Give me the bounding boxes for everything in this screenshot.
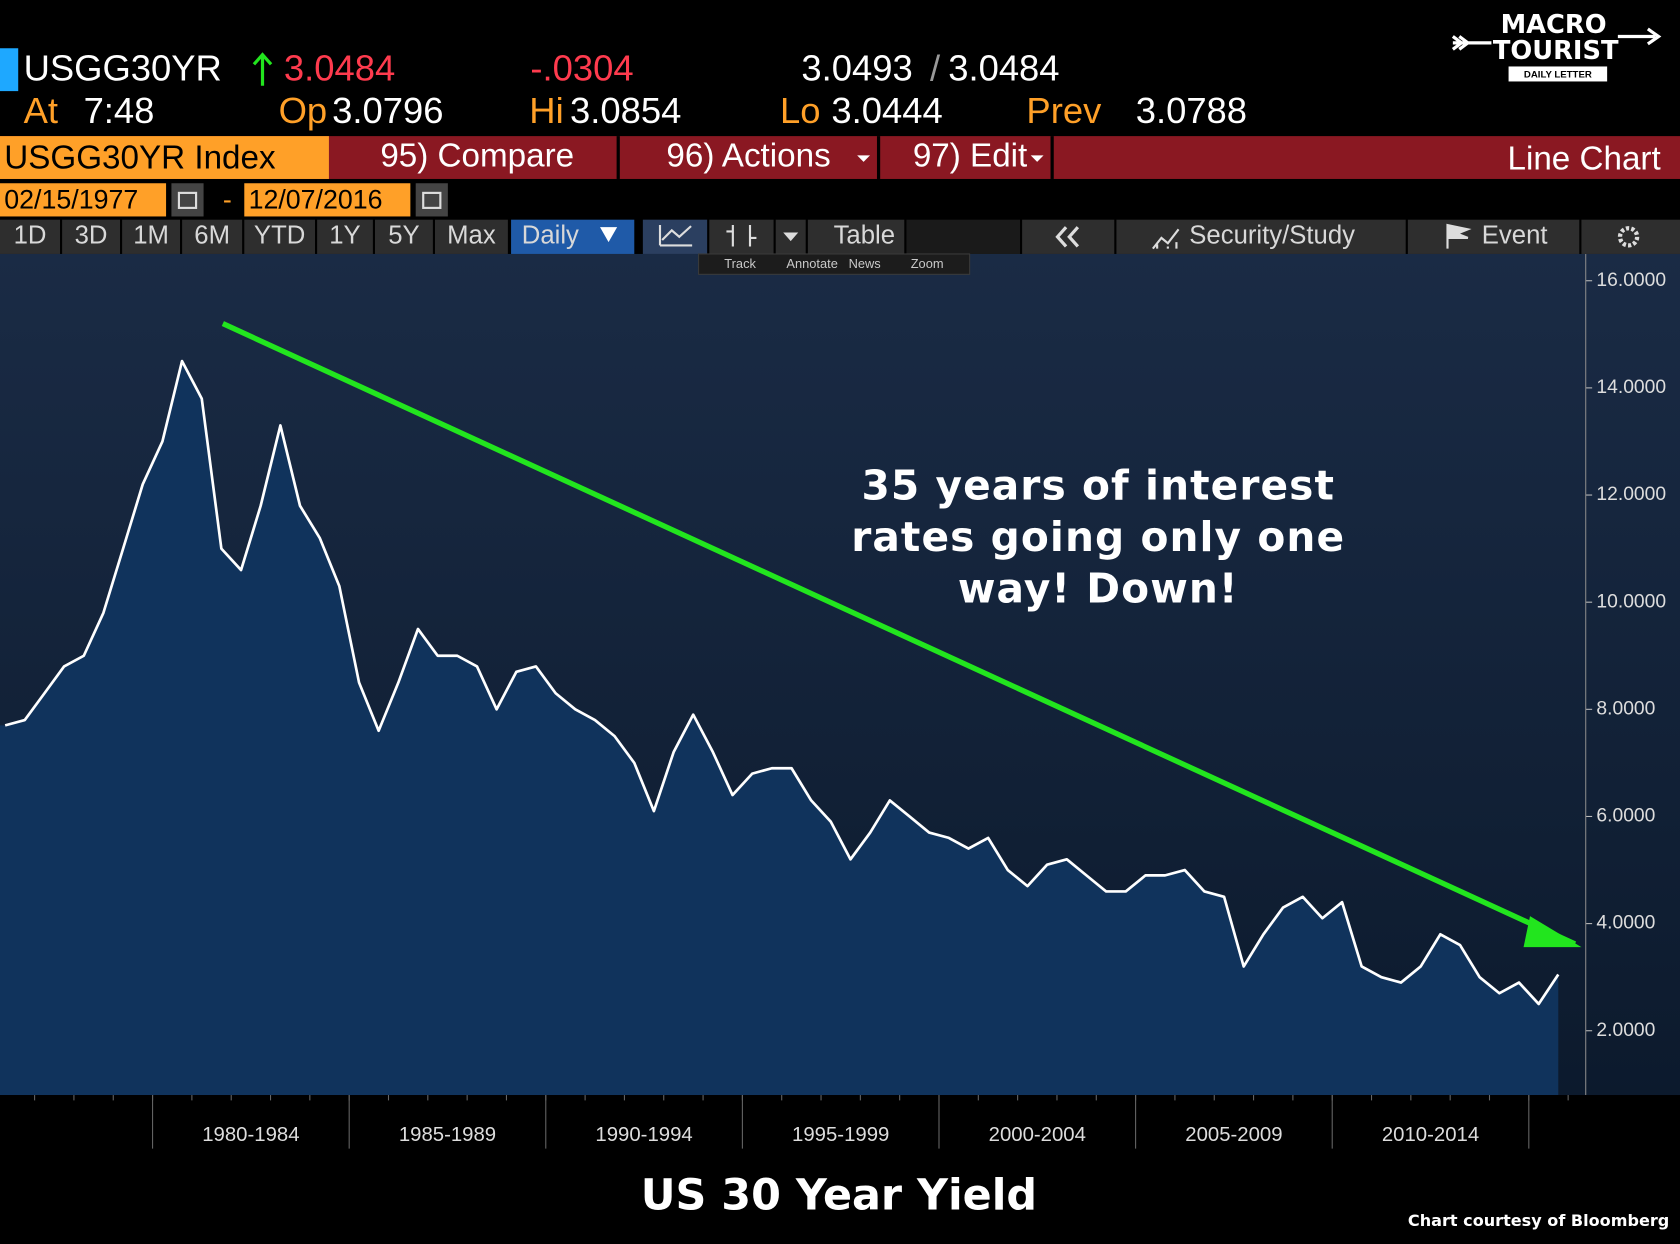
y-tick-label: 14.0000 <box>1596 377 1666 398</box>
range-button[interactable] <box>317 219 373 254</box>
at-label: At <box>24 90 58 131</box>
event[interactable]: Event <box>1482 222 1548 250</box>
marker <box>0 48 19 92</box>
start-date[interactable]: 02/15/1977 <box>4 185 138 215</box>
study-button[interactable] <box>1116 219 1406 254</box>
y-tick-label: 6.0000 <box>1596 806 1655 827</box>
range-button[interactable] <box>182 219 243 254</box>
toolbar-gap <box>906 219 1020 254</box>
range-button[interactable] <box>62 219 120 254</box>
tool-label[interactable]: Annotate <box>786 256 837 271</box>
change: -.0304 <box>530 47 633 88</box>
time: 7:48 <box>84 90 155 131</box>
logo-text: MACRO <box>1501 10 1607 40</box>
range-button[interactable] <box>435 219 508 254</box>
open-label: Op <box>279 90 328 131</box>
range-label[interactable]: 3D <box>75 222 108 250</box>
study[interactable]: Security/Study <box>1189 222 1355 250</box>
y-tick-label: 2.0000 <box>1596 1020 1655 1041</box>
date-box[interactable] <box>0 183 167 217</box>
date-separator: - <box>223 185 232 215</box>
x-period-label: 1990-1994 <box>595 1124 692 1146</box>
annotation: rates going only one <box>851 513 1345 561</box>
x-period-label: 2000-2004 <box>989 1124 1086 1146</box>
x-period-label: 1980-1984 <box>202 1124 299 1146</box>
end-date[interactable]: 12/07/2016 <box>249 185 383 215</box>
range-label[interactable]: Max <box>447 222 496 250</box>
x-period-label: 2005-2009 <box>1185 1124 1282 1146</box>
x-axis-band <box>0 1095 1680 1160</box>
y-tick-label: 10.0000 <box>1596 591 1666 612</box>
logo: MACRO TOURIST DAILY LETTER <box>1451 10 1662 82</box>
tool-label[interactable]: News <box>849 256 881 271</box>
range-label[interactable]: YTD <box>254 222 305 250</box>
event-button[interactable] <box>1407 219 1580 254</box>
security[interactable]: USGG30YR Index <box>4 139 276 176</box>
settings-button[interactable] <box>1581 219 1680 254</box>
actions-menu[interactable]: 96) Actions <box>666 137 830 174</box>
range-button[interactable] <box>375 219 433 254</box>
up-arrow <box>252 52 273 86</box>
chart-type-button[interactable] <box>642 219 708 254</box>
bid: 3.0493 <box>801 47 912 88</box>
trend-arrow <box>221 321 1577 947</box>
range-button[interactable] <box>0 219 60 254</box>
x-period-label: 2010-2014 <box>1382 1124 1479 1146</box>
frequency[interactable]: Daily <box>522 222 579 250</box>
range-button[interactable] <box>122 219 180 254</box>
compare-menu[interactable]: 95) Compare <box>380 137 574 174</box>
date-box[interactable] <box>244 183 411 217</box>
y-tick-label: 12.0000 <box>1596 484 1666 505</box>
edit-menu[interactable]: 97) Edit <box>913 137 1027 174</box>
high: 3.0854 <box>570 90 681 131</box>
x-period-label: 1985-1989 <box>399 1124 496 1146</box>
view-name: Line Chart <box>1508 141 1661 178</box>
chart-title: US 30 Year Yield <box>641 1170 1037 1220</box>
logo-tagline: DAILY LETTER <box>1524 70 1592 81</box>
frequency-button[interactable] <box>511 219 635 254</box>
range-label[interactable]: 1Y <box>329 222 360 250</box>
range-label[interactable]: 6M <box>194 222 230 250</box>
ticker: USGG30YR <box>24 47 222 88</box>
low-label: Lo <box>780 90 821 131</box>
tool-label[interactable]: Track <box>724 256 756 271</box>
tool-strip <box>698 253 971 275</box>
calendar-button[interactable] <box>415 183 448 217</box>
range-label[interactable]: 1D <box>14 222 47 250</box>
trend-arrowhead <box>1523 916 1582 948</box>
line <box>4 359 1560 1006</box>
x-period-label: 1995-1999 <box>792 1124 889 1146</box>
annotation: 35 years of interest <box>861 462 1335 510</box>
table-button[interactable] <box>807 219 905 254</box>
table[interactable]: Table <box>834 222 895 250</box>
high-label: Hi <box>529 90 563 131</box>
tool-label[interactable]: Zoom <box>911 256 944 271</box>
open: 3.0796 <box>332 90 443 131</box>
separator: / <box>930 47 941 88</box>
area <box>0 361 1559 1096</box>
logo-text: TOURIST <box>1493 36 1619 66</box>
prev-label: Prev <box>1026 90 1102 131</box>
range-label[interactable]: 5Y <box>388 222 419 250</box>
y-tick-label: 8.0000 <box>1596 698 1655 719</box>
range-label[interactable]: 1M <box>133 222 169 250</box>
y-tick-label: 16.0000 <box>1596 270 1666 291</box>
source: Chart courtesy of Bloomberg <box>1408 1211 1669 1230</box>
last-price: 3.0484 <box>284 47 395 88</box>
bar-type-button[interactable] <box>709 219 774 254</box>
ask: 3.0484 <box>948 47 1059 88</box>
prev: 3.0788 <box>1136 90 1247 131</box>
range-button[interactable] <box>244 219 315 254</box>
y-tick-label: 4.0000 <box>1596 913 1655 934</box>
security-box[interactable] <box>0 136 329 179</box>
annotation: way! Down! <box>958 564 1239 612</box>
calendar-button[interactable] <box>171 183 204 217</box>
low: 3.0444 <box>831 90 942 131</box>
